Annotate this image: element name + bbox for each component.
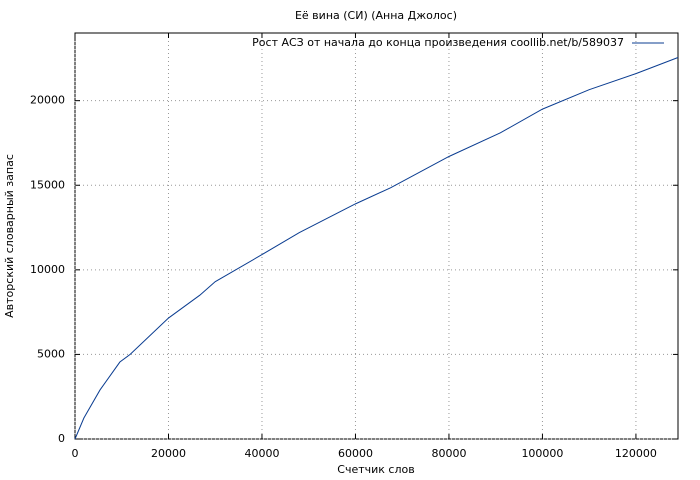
y-tick-label: 0 — [58, 432, 65, 445]
x-axis-label: Счетчик слов — [337, 463, 414, 476]
chart-title: Её вина (СИ) (Анна Джолос) — [295, 9, 457, 22]
x-tick-label: 120000 — [615, 447, 657, 460]
y-tick-label: 20000 — [30, 94, 65, 107]
x-tick-label: 80000 — [431, 447, 466, 460]
x-tick-label: 60000 — [338, 447, 373, 460]
legend-label: Рост АСЗ от начала до конца произведения… — [252, 36, 624, 49]
x-tick-label: 20000 — [151, 447, 186, 460]
data-line — [74, 57, 679, 440]
plot-frame — [74, 32, 679, 440]
x-tick-label: 100000 — [521, 447, 563, 460]
y-axis-label: Авторский словарный запас — [3, 154, 16, 318]
y-tick-label: 10000 — [30, 263, 65, 276]
y-tick-label: 5000 — [37, 347, 65, 360]
x-tick-label: 0 — [72, 447, 79, 460]
y-tick-label: 15000 — [30, 178, 65, 191]
x-tick-label: 40000 — [244, 447, 279, 460]
